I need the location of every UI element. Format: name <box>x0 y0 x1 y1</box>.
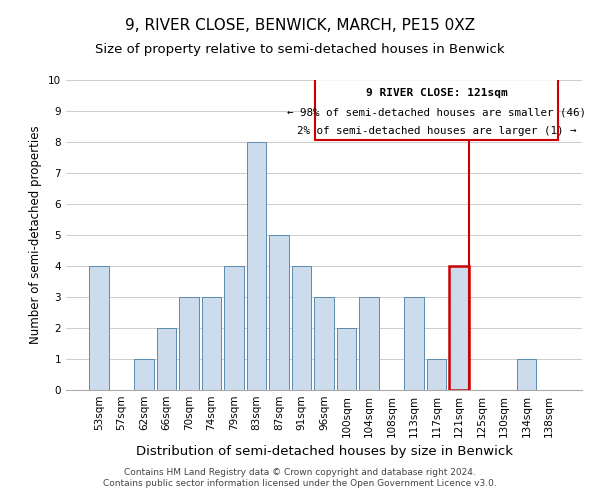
Bar <box>224 266 244 390</box>
Bar <box>269 235 289 390</box>
Text: ← 98% of semi-detached houses are smaller (46): ← 98% of semi-detached houses are smalle… <box>287 108 586 118</box>
Bar <box>427 359 446 390</box>
Bar <box>134 359 154 390</box>
Bar <box>517 359 536 390</box>
Bar <box>247 142 266 390</box>
Bar <box>202 297 221 390</box>
Text: Size of property relative to semi-detached houses in Benwick: Size of property relative to semi-detach… <box>95 42 505 56</box>
Text: 2% of semi-detached houses are larger (1) →: 2% of semi-detached houses are larger (1… <box>297 126 577 136</box>
Bar <box>89 266 109 390</box>
Text: 9, RIVER CLOSE, BENWICK, MARCH, PE15 0XZ: 9, RIVER CLOSE, BENWICK, MARCH, PE15 0XZ <box>125 18 475 32</box>
Bar <box>359 297 379 390</box>
Y-axis label: Number of semi-detached properties: Number of semi-detached properties <box>29 126 43 344</box>
X-axis label: Distribution of semi-detached houses by size in Benwick: Distribution of semi-detached houses by … <box>136 446 512 458</box>
FancyBboxPatch shape <box>315 80 559 140</box>
Bar <box>179 297 199 390</box>
Bar <box>404 297 424 390</box>
Bar <box>449 266 469 390</box>
Bar <box>292 266 311 390</box>
Bar <box>157 328 176 390</box>
Text: 9 RIVER CLOSE: 121sqm: 9 RIVER CLOSE: 121sqm <box>366 88 508 98</box>
Text: Contains HM Land Registry data © Crown copyright and database right 2024.
Contai: Contains HM Land Registry data © Crown c… <box>103 468 497 487</box>
Bar <box>337 328 356 390</box>
Bar <box>314 297 334 390</box>
